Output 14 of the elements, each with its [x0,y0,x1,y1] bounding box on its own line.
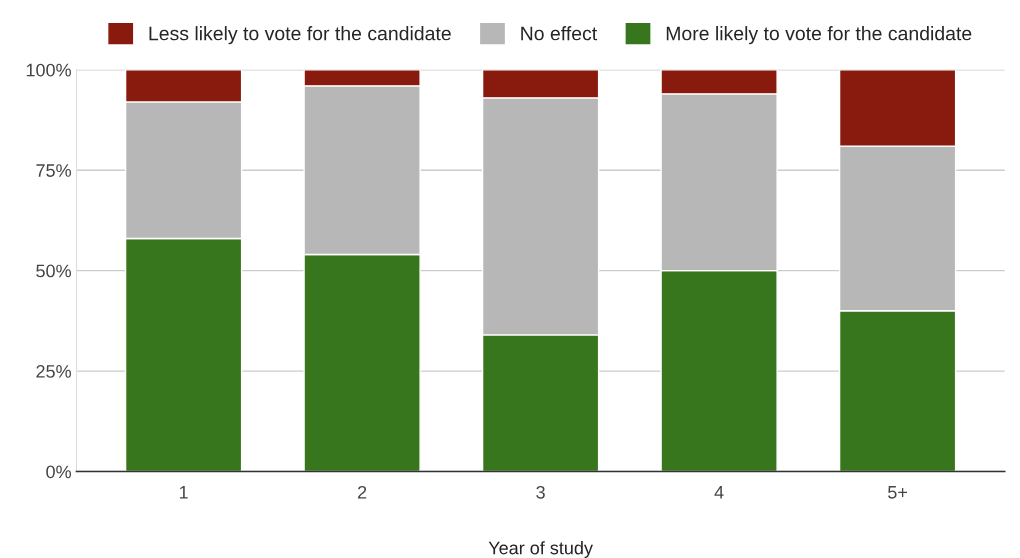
y-tick-label: 25% [36,365,71,378]
x-tick-label: 2 [357,485,367,499]
legend-label: Less likely to vote for the candidate [149,26,451,45]
y-tick-label: 100% [26,63,71,77]
x-axis-title: Year of study [488,541,593,558]
legend-label: More likely to vote for the candidate [666,26,972,45]
y-tick-label: 50% [36,264,71,278]
x-tick-label: 5+ [888,486,907,499]
legend-label: No effect [521,26,598,41]
x-tick-label: 4 [714,486,724,499]
x-tick-label: 3 [536,485,545,499]
y-tick-label: 0% [46,465,71,479]
x-tick-label: 1 [179,486,188,499]
y-tick-label: 75% [36,164,71,177]
